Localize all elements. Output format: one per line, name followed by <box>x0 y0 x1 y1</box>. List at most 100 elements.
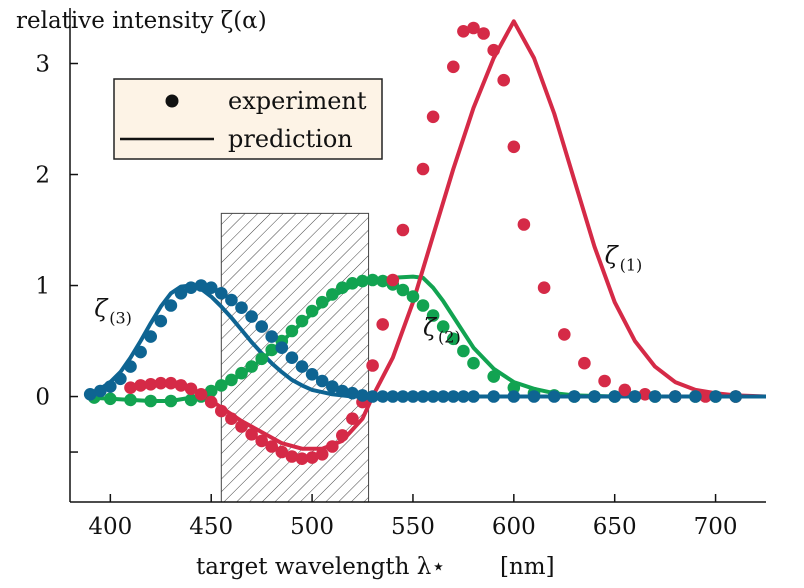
series-label-sub-2: (2) <box>438 327 461 346</box>
experiment-point <box>366 359 379 372</box>
experiment-point <box>215 379 228 392</box>
experiment-point <box>457 344 470 358</box>
legend-label-prediction: prediction <box>228 125 353 153</box>
experiment-point <box>467 390 480 403</box>
experiment-point <box>245 360 258 373</box>
series-label-sub-1: (1) <box>620 255 643 274</box>
experiment-point <box>275 445 289 459</box>
experiment-point <box>366 390 379 403</box>
experiment-point <box>255 352 268 366</box>
experiment-point <box>134 379 147 392</box>
series-label-sub-3: (3) <box>109 309 132 328</box>
experiment-point <box>608 390 621 403</box>
experiment-point <box>447 332 460 346</box>
prediction-line-1 <box>126 19 766 451</box>
experiment-point <box>396 283 410 297</box>
experiment-point <box>426 110 440 124</box>
series-label-2: ζ <box>423 313 438 341</box>
x-tick-label: 550 <box>391 514 435 540</box>
experiment-point <box>204 395 218 409</box>
experiment-point <box>558 328 571 341</box>
experiment-point <box>104 392 117 406</box>
x-axis-unit: [nm] <box>500 554 555 580</box>
experiment-point <box>235 366 248 380</box>
x-tick-label: 650 <box>593 514 637 540</box>
experiment-point <box>154 314 168 328</box>
experiment-point <box>174 379 188 392</box>
y-tick-label: 2 <box>35 163 50 189</box>
legend-box <box>113 78 383 160</box>
experiment-point <box>144 378 157 391</box>
experiment-point <box>305 368 319 381</box>
experiment-point <box>315 295 329 309</box>
experiment-point <box>265 343 279 357</box>
experiment-point <box>104 380 117 393</box>
experiment-point <box>194 279 208 292</box>
experiment-point <box>497 73 511 87</box>
experiment-point <box>235 301 248 315</box>
experiment-point <box>94 384 107 398</box>
experiment-point <box>265 440 279 453</box>
experiment-point <box>336 281 349 295</box>
experiment-point <box>537 281 551 295</box>
experiment-point <box>164 299 178 312</box>
experiment-point <box>487 390 501 403</box>
experiment-point <box>366 273 379 287</box>
experiment-point <box>204 281 218 295</box>
experiment-point <box>406 390 420 403</box>
experiment-point <box>729 390 742 403</box>
experiment-point <box>648 390 662 403</box>
experiment-point <box>225 373 238 387</box>
experiment-point <box>174 287 188 300</box>
experiment-point <box>386 390 400 403</box>
experiment-point <box>285 450 299 463</box>
experiment-point <box>416 390 430 403</box>
experiment-point <box>255 320 268 333</box>
experiment-point <box>164 394 178 408</box>
experiment-point <box>326 288 339 301</box>
experiment-point <box>124 393 137 407</box>
y-axis-title: relative intensity ζ(α) <box>16 8 267 34</box>
experiment-point <box>356 389 369 402</box>
experiment-point <box>396 390 410 403</box>
series-label-1: ζ <box>605 241 620 269</box>
y-tick-label: 3 <box>35 52 50 78</box>
experiment-point <box>154 376 168 390</box>
experiment-point <box>426 390 440 403</box>
experiment-point <box>184 393 198 407</box>
experiment-point <box>547 390 561 403</box>
experiment-point <box>124 381 137 395</box>
x-axis-title: target wavelength λ⋆ <box>196 554 446 580</box>
experiment-point <box>457 25 470 38</box>
x-tick-label: 450 <box>189 514 233 540</box>
experiment-point <box>467 356 480 370</box>
experiment-point <box>346 386 359 400</box>
experiment-points-3 <box>83 279 742 403</box>
experiment-point <box>83 388 97 401</box>
experiment-point <box>638 388 652 401</box>
experiment-point <box>416 299 430 312</box>
experiment-point <box>477 27 490 40</box>
experiment-point <box>194 388 208 401</box>
experiment-point <box>507 140 521 154</box>
experiment-point <box>235 420 248 433</box>
experiment-point <box>265 330 279 343</box>
experiment-point <box>426 309 440 322</box>
x-tick-label: 400 <box>88 514 132 540</box>
experiment-point <box>527 390 541 403</box>
series-layer <box>83 19 766 466</box>
experiment-point <box>588 390 601 403</box>
experiment-point <box>487 370 501 383</box>
axes: 400 450 500 550 600 650 700 0 1 2 3 <box>35 8 766 540</box>
experiment-point <box>507 381 521 395</box>
series-labels: ζ (1)ζ (2)ζ (3) <box>94 241 642 346</box>
experiment-point <box>215 287 228 300</box>
experiment-point <box>164 376 178 390</box>
experiment-point <box>295 452 309 466</box>
experiment-point <box>245 428 258 441</box>
experiment-point <box>517 218 531 231</box>
experiment-point <box>114 372 127 386</box>
experiment-point <box>275 341 289 355</box>
